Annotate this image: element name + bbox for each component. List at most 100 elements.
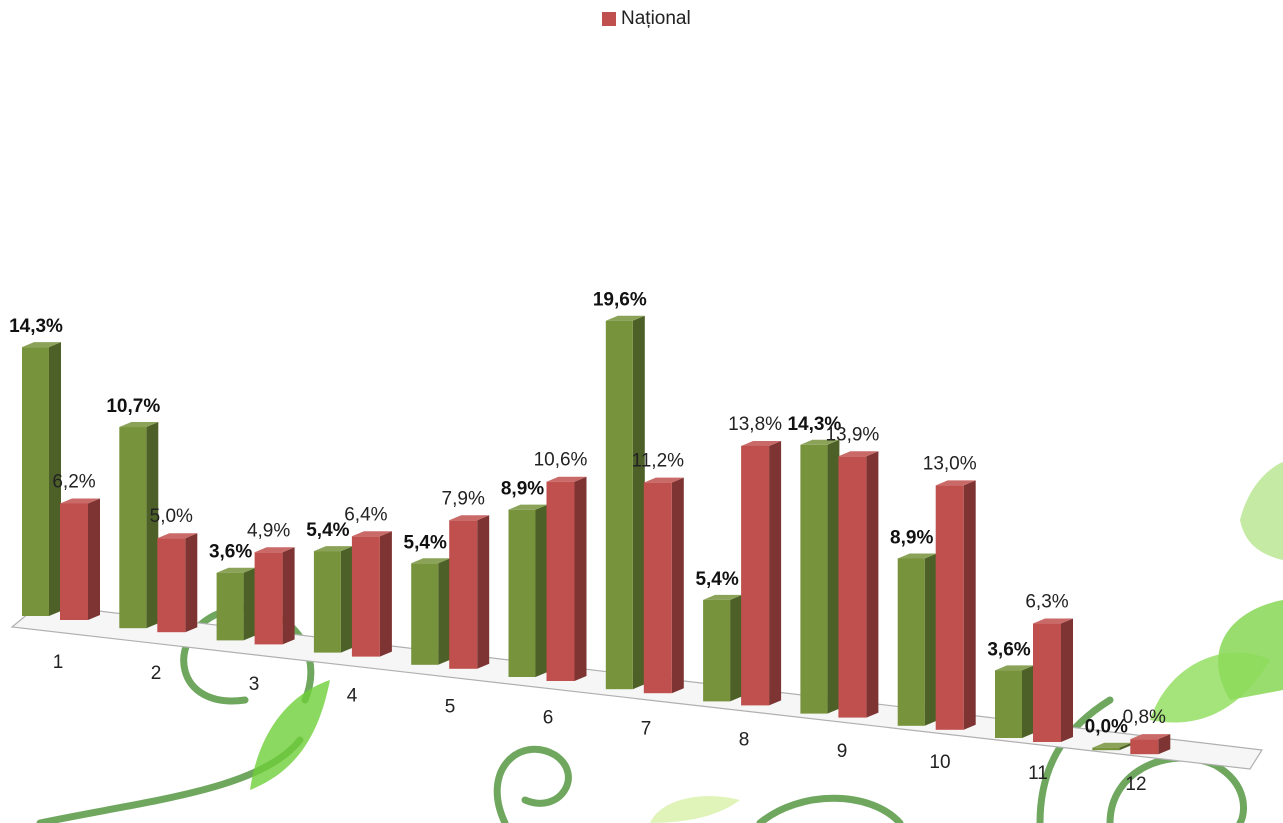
data-label-red-10: 13,0%: [923, 453, 977, 474]
bar-green-4-side: [340, 546, 353, 653]
category-label-12: 12: [1125, 774, 1146, 795]
bar-green-2-front: [119, 427, 147, 629]
bar-red-7-top: [643, 477, 684, 483]
bar-group-1: [22, 342, 100, 620]
data-label-red-3: 4,9%: [247, 520, 290, 541]
bar-green-5: [411, 558, 451, 665]
bar-green-2-side: [146, 422, 159, 629]
bar-red-11-top: [1033, 618, 1073, 624]
bar-red-5-front: [449, 520, 478, 669]
bar-green-6-top: [508, 504, 548, 510]
bar-red-3-top: [254, 547, 295, 553]
bar-green-6-side: [535, 504, 548, 677]
category-label-1: 1: [53, 652, 64, 673]
bar-red-3: [254, 547, 295, 645]
data-label-green-8: 5,4%: [695, 569, 738, 590]
bar-red-9-top: [838, 451, 879, 457]
bar-green-6: [508, 504, 548, 677]
bar-red-9: [838, 451, 879, 718]
bar-red-7-side: [671, 477, 684, 694]
leaf-decoration: [1150, 652, 1270, 723]
bar-red-6: [546, 476, 587, 681]
bar-red-1-top: [60, 498, 100, 504]
bar-red-11: [1033, 618, 1073, 742]
legend-label-national: Național: [621, 8, 691, 29]
data-label-red-8: 13,8%: [728, 414, 782, 435]
category-label-5: 5: [445, 696, 456, 717]
bar-green-8-top: [703, 594, 743, 600]
bar-green-12-side: [1119, 742, 1132, 751]
category-label-4: 4: [347, 685, 358, 706]
bar-red-6-front: [546, 481, 575, 681]
swirl-decoration: [493, 745, 572, 823]
data-labels: 14,3%6,2%10,7%5,0%3,6%4,9% 5,4%6,4%5,4%7,…: [9, 290, 1166, 738]
category-label-10: 10: [929, 752, 950, 773]
bar-green-7: [605, 315, 645, 690]
category-label-6: 6: [543, 708, 554, 729]
data-label-green-12: 0,0%: [1085, 717, 1128, 738]
swirl-decoration: [756, 794, 904, 823]
data-label-red-5: 7,9%: [442, 488, 485, 509]
bar-red-10-top: [935, 480, 976, 486]
bar-green-1: [22, 342, 61, 616]
bar-red-6-side: [574, 476, 587, 681]
bar-green-5-top: [411, 558, 451, 564]
bar-green-4: [313, 546, 353, 653]
bar-green-11: [995, 665, 1034, 738]
bar-green-2-top: [119, 422, 159, 428]
data-label-green-6: 8,9%: [501, 479, 544, 500]
data-label-red-9: 13,9%: [825, 424, 879, 445]
bar-red-8-front: [741, 445, 770, 706]
category-label-11: 11: [1028, 763, 1048, 784]
category-label-3: 3: [249, 674, 260, 695]
bar-red-12-front: [1130, 739, 1159, 755]
bar-green-10-side: [924, 553, 937, 726]
bar-groups: [22, 315, 1171, 755]
bar-green-10: [897, 553, 937, 726]
bar-group-11: [995, 618, 1073, 742]
bar-red-4-top: [351, 531, 392, 537]
bar-green-3: [216, 567, 256, 641]
bar-group-3: [216, 547, 295, 645]
bar-green-11-side: [1022, 665, 1034, 738]
data-label-green-5: 5,4%: [404, 532, 447, 553]
bar-group-2: [119, 422, 198, 633]
bar-green-2: [119, 422, 159, 629]
bar-green-1-side: [49, 342, 61, 616]
bar-red-3-front: [254, 552, 283, 645]
bar-red-11-front: [1033, 623, 1061, 742]
data-label-red-11: 6,3%: [1025, 592, 1068, 613]
data-label-red-2: 5,0%: [150, 506, 193, 527]
bar-group-12: [1092, 734, 1171, 755]
data-label-green-11: 3,6%: [987, 639, 1030, 660]
bar-green-3-top: [216, 567, 256, 573]
bar-green-3-side: [243, 567, 256, 641]
data-label-red-7: 11,2%: [632, 451, 685, 472]
bar-red-1-side: [88, 498, 100, 620]
bar-green-4-top: [313, 546, 353, 552]
bar-green-12-front: [1092, 747, 1120, 751]
bar-red-6-top: [546, 476, 587, 482]
bar-group-10: [897, 480, 976, 730]
data-label-green-1: 14,3%: [9, 316, 63, 337]
bar-red-4-front: [351, 536, 380, 657]
bar-green-5-front: [411, 563, 439, 665]
bar-red-10-side: [963, 480, 976, 730]
legend-swatch-national: [602, 12, 616, 26]
data-label-green-3: 3,6%: [209, 542, 252, 563]
bar-group-5: [411, 515, 490, 669]
bar-green-12-top: [1092, 742, 1132, 748]
bar-red-11-side: [1061, 618, 1073, 742]
bar-green-12: [1092, 742, 1132, 751]
data-label-red-4: 6,4%: [344, 504, 387, 525]
bar-red-12-top: [1130, 734, 1171, 740]
category-label-9: 9: [837, 741, 848, 762]
bar-green-10-front: [897, 558, 925, 726]
bar-red-5-top: [449, 515, 490, 521]
bar-group-4: [313, 531, 392, 657]
data-label-green-2: 10,7%: [106, 396, 160, 417]
bar-red-2: [157, 533, 198, 633]
bar-green-11-top: [995, 665, 1034, 671]
